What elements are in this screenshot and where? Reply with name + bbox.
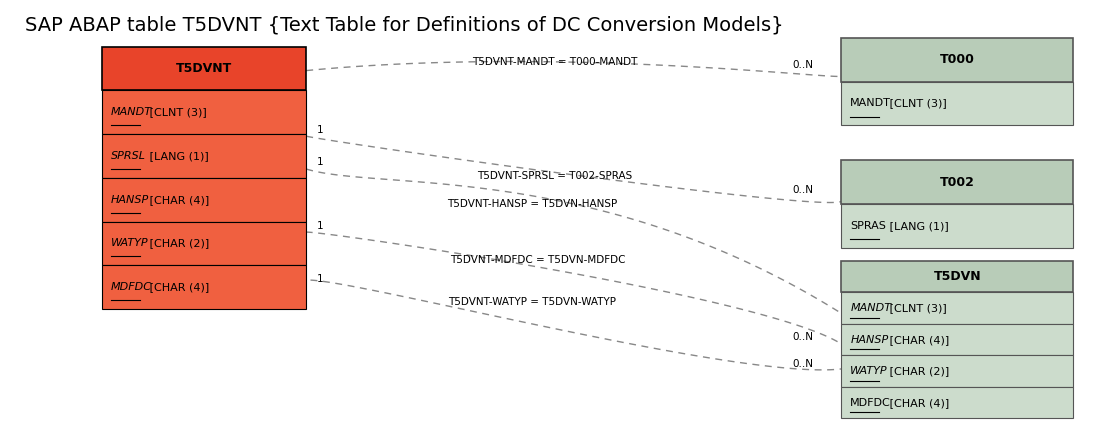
- FancyBboxPatch shape: [102, 90, 306, 134]
- Text: HANSP: HANSP: [111, 194, 150, 205]
- Text: WATYP: WATYP: [111, 238, 149, 249]
- Text: T002: T002: [939, 175, 975, 189]
- Text: [CHAR (2)]: [CHAR (2)]: [146, 238, 210, 249]
- FancyBboxPatch shape: [842, 204, 1074, 248]
- Text: SPRSL: SPRSL: [111, 151, 146, 161]
- Text: [CHAR (4)]: [CHAR (4)]: [146, 194, 210, 205]
- FancyBboxPatch shape: [102, 134, 306, 178]
- Text: SAP ABAP table T5DVNT {Text Table for Definitions of DC Conversion Models}: SAP ABAP table T5DVNT {Text Table for De…: [24, 16, 783, 35]
- Text: 1: 1: [317, 157, 324, 167]
- FancyBboxPatch shape: [102, 222, 306, 265]
- Text: 0..N: 0..N: [793, 332, 814, 342]
- Text: [CHAR (4)]: [CHAR (4)]: [146, 282, 210, 292]
- Text: 0..N: 0..N: [793, 60, 814, 70]
- FancyBboxPatch shape: [842, 38, 1074, 82]
- Text: MANDT: MANDT: [851, 303, 892, 313]
- FancyBboxPatch shape: [842, 355, 1074, 387]
- Text: [CHAR (2)]: [CHAR (2)]: [886, 366, 949, 376]
- FancyBboxPatch shape: [842, 160, 1074, 204]
- Text: 1: 1: [317, 221, 324, 231]
- Text: MANDT: MANDT: [111, 107, 152, 117]
- FancyBboxPatch shape: [842, 82, 1074, 125]
- FancyBboxPatch shape: [842, 324, 1074, 355]
- Text: MDFDC: MDFDC: [851, 398, 891, 408]
- Text: [CLNT (3)]: [CLNT (3)]: [886, 303, 946, 313]
- Text: T5DVNT-WATYP = T5DVN-WATYP: T5DVNT-WATYP = T5DVN-WATYP: [448, 297, 617, 307]
- Text: HANSP: HANSP: [851, 334, 888, 345]
- Text: 1: 1: [317, 124, 324, 135]
- Text: [LANG (1)]: [LANG (1)]: [886, 221, 948, 231]
- Text: [CLNT (3)]: [CLNT (3)]: [146, 107, 207, 117]
- Text: T5DVN: T5DVN: [934, 270, 981, 283]
- FancyBboxPatch shape: [102, 178, 306, 222]
- Text: T5DVNT-HANSP = T5DVN-HANSP: T5DVNT-HANSP = T5DVN-HANSP: [447, 199, 618, 209]
- Text: 1: 1: [317, 274, 324, 284]
- FancyBboxPatch shape: [842, 387, 1074, 418]
- Text: T5DVNT: T5DVNT: [176, 62, 232, 75]
- Text: [LANG (1)]: [LANG (1)]: [146, 151, 208, 161]
- Text: WATYP: WATYP: [851, 366, 888, 376]
- Text: T5DVNT-MDFDC = T5DVN-MDFDC: T5DVNT-MDFDC = T5DVN-MDFDC: [450, 255, 625, 265]
- Text: [CHAR (4)]: [CHAR (4)]: [886, 334, 949, 345]
- FancyBboxPatch shape: [102, 47, 306, 90]
- FancyBboxPatch shape: [842, 292, 1074, 324]
- Text: MDFDC: MDFDC: [111, 282, 152, 292]
- Text: 0..N: 0..N: [793, 359, 814, 369]
- Text: [CHAR (4)]: [CHAR (4)]: [886, 398, 949, 408]
- FancyBboxPatch shape: [842, 261, 1074, 292]
- Text: T000: T000: [939, 53, 975, 66]
- Text: T5DVNT-MANDT = T000-MANDT: T5DVNT-MANDT = T000-MANDT: [471, 57, 638, 67]
- Text: SPRAS: SPRAS: [851, 221, 886, 231]
- Text: MANDT: MANDT: [851, 98, 892, 109]
- Text: T5DVNT-SPRSL = T002-SPRAS: T5DVNT-SPRSL = T002-SPRAS: [477, 171, 632, 181]
- Text: 0..N: 0..N: [793, 185, 814, 195]
- FancyBboxPatch shape: [102, 265, 306, 309]
- Text: [CLNT (3)]: [CLNT (3)]: [886, 98, 946, 109]
